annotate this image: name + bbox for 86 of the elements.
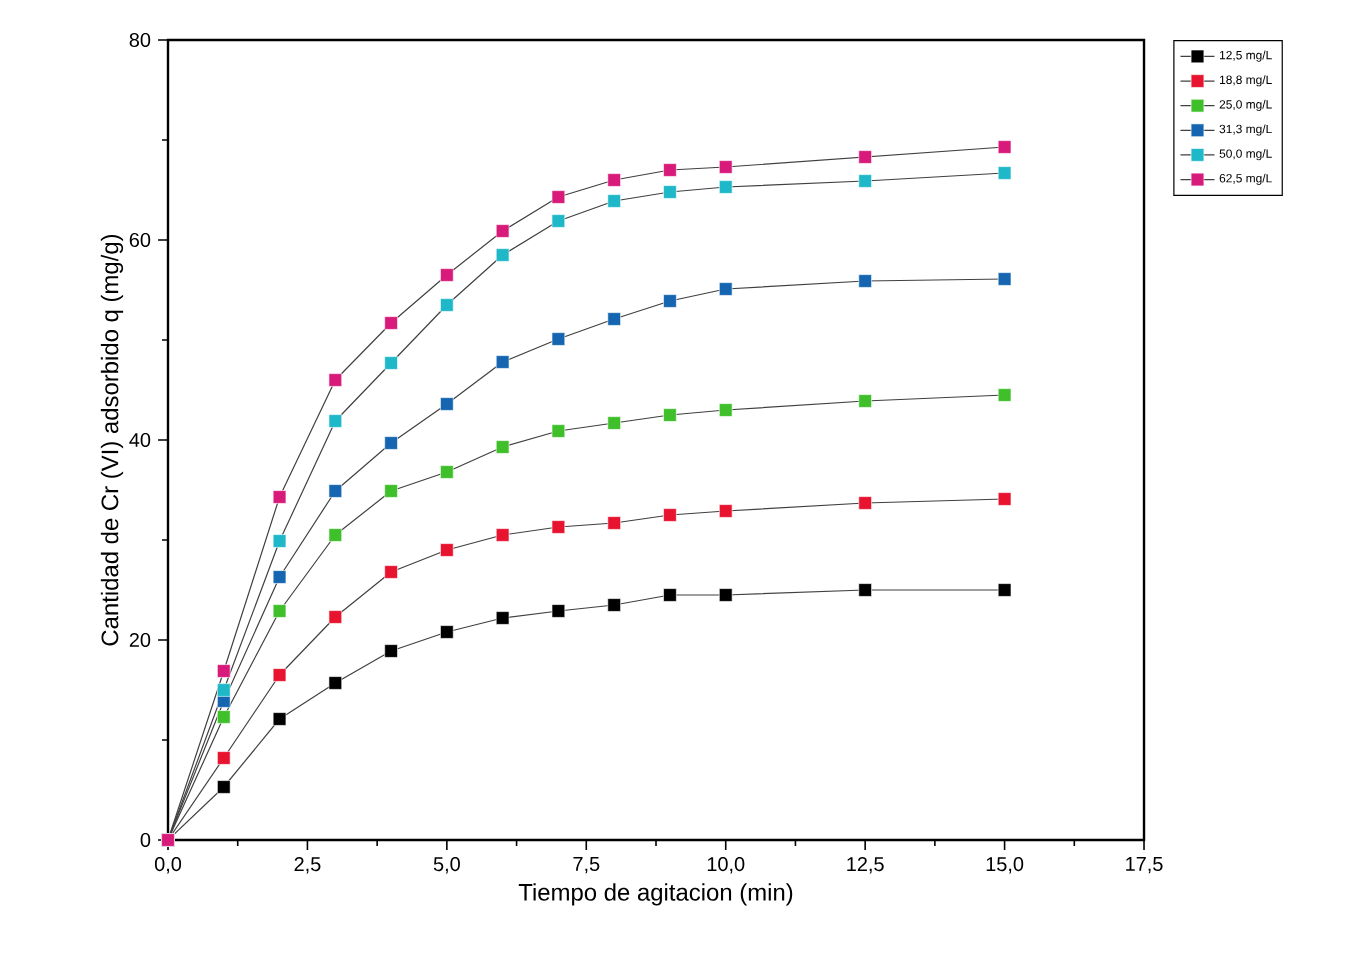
- x-tick-label: 2,5: [294, 857, 321, 874]
- point: [440, 625, 454, 639]
- point: [495, 224, 510, 238]
- y-tick-label: 0: [140, 832, 151, 848]
- point: [272, 490, 287, 504]
- point: [328, 414, 343, 428]
- point: [607, 598, 621, 612]
- point: [858, 274, 872, 288]
- point: [997, 166, 1012, 180]
- point: [551, 604, 566, 618]
- point: [440, 268, 454, 282]
- point: [384, 436, 398, 450]
- x-tick-label: 10,0: [707, 857, 745, 874]
- point: [663, 588, 677, 602]
- point: [272, 604, 287, 618]
- x-axis-title: Tiempo de agitacion (min): [518, 883, 793, 906]
- point: [997, 583, 1012, 597]
- point: [858, 174, 872, 188]
- point: [495, 440, 510, 454]
- point: [858, 150, 872, 164]
- point: [858, 394, 872, 408]
- point: [328, 610, 343, 624]
- x-tick-label: 5,0: [433, 857, 460, 874]
- point: [663, 185, 677, 199]
- point: [997, 492, 1012, 506]
- point: [272, 712, 287, 726]
- point: [858, 496, 872, 510]
- point: [384, 316, 398, 330]
- point: [217, 780, 231, 794]
- point: [663, 408, 677, 422]
- point: [217, 664, 231, 678]
- point: [607, 173, 621, 187]
- point: [495, 355, 510, 369]
- point: [551, 332, 566, 346]
- point: [440, 465, 454, 479]
- point: [663, 163, 677, 177]
- y-tick-label: 40: [129, 432, 151, 448]
- point: [719, 588, 733, 602]
- point: [440, 298, 454, 312]
- point: [997, 388, 1012, 402]
- point: [663, 294, 677, 308]
- point: [719, 160, 733, 174]
- point: [607, 416, 621, 430]
- point: [719, 504, 733, 518]
- point: [384, 484, 398, 498]
- point: [384, 644, 398, 658]
- y-tick-label: 20: [129, 632, 151, 648]
- point: [607, 194, 621, 208]
- y-tick-label: 80: [129, 32, 151, 48]
- point: [217, 683, 231, 697]
- x-tick-label: 17,5: [1126, 857, 1163, 874]
- point: [440, 397, 454, 411]
- point: [551, 214, 566, 228]
- point: [551, 424, 566, 438]
- point: [217, 710, 231, 724]
- point: [272, 570, 287, 584]
- point: [607, 516, 621, 530]
- point: [551, 520, 566, 534]
- point: [272, 668, 287, 682]
- point: [495, 528, 510, 542]
- point: [551, 190, 566, 204]
- point: [328, 676, 343, 690]
- point: [663, 508, 677, 522]
- point: [495, 248, 510, 262]
- point: [217, 751, 231, 765]
- x-tick-label: 12,5: [847, 857, 884, 874]
- point: [719, 180, 733, 194]
- y-axis-title: Cantidad de Cr (VI) adsorbido q (mg/g): [100, 234, 124, 646]
- point: [328, 528, 343, 542]
- point: [384, 565, 398, 579]
- point: [607, 312, 621, 326]
- point: [495, 611, 510, 625]
- x-tick-label: 7,5: [573, 857, 600, 874]
- point: [997, 272, 1012, 286]
- point: [440, 543, 454, 557]
- y-tick-label: 60: [129, 232, 151, 248]
- point: [328, 373, 343, 387]
- point: [328, 484, 343, 498]
- point: [997, 140, 1012, 154]
- point: [858, 583, 872, 597]
- point: [384, 356, 398, 370]
- point: [719, 282, 733, 296]
- x-tick-label: 0,0: [154, 857, 182, 874]
- x-tick-label: 15,0: [986, 857, 1024, 874]
- point: [719, 403, 733, 417]
- point: [272, 534, 287, 548]
